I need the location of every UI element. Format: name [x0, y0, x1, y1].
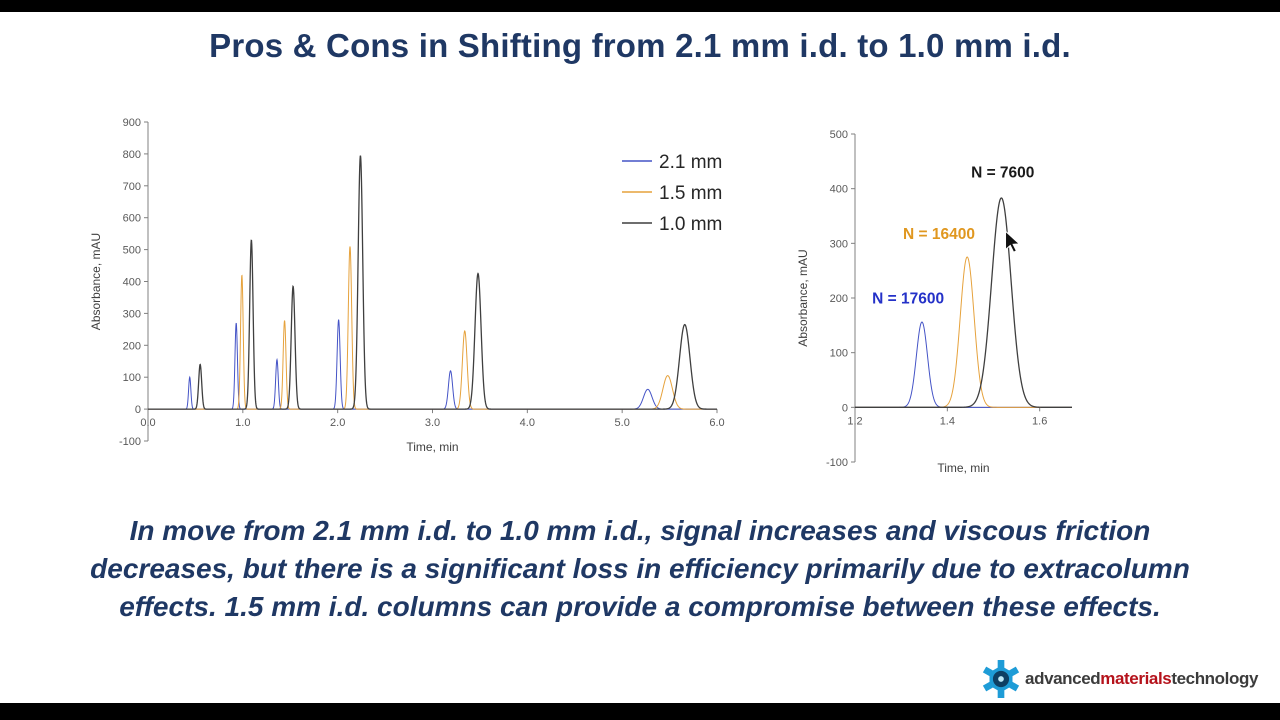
svg-text:1.4: 1.4	[940, 415, 955, 427]
gear-icon	[982, 660, 1020, 698]
svg-text:400: 400	[123, 277, 141, 289]
trace-1-5-mm	[855, 256, 1072, 408]
svg-text:800: 800	[123, 149, 141, 161]
svg-text:1.6: 1.6	[1032, 415, 1047, 427]
svg-text:2.0: 2.0	[330, 417, 345, 429]
svg-text:500: 500	[123, 245, 141, 257]
trace-2-1-mm	[148, 319, 717, 410]
trace-1-0-mm	[148, 155, 717, 410]
svg-text:1.2: 1.2	[847, 415, 862, 427]
svg-text:0: 0	[842, 402, 848, 414]
slide-title: Pros & Cons in Shifting from 2.1 mm i.d.…	[209, 27, 1071, 64]
svg-text:1.0 mm: 1.0 mm	[659, 214, 722, 235]
chromatogram-overview-chart: -100 0 100 200 300 400 500 600 700 800 900 0.0 1.0 2.…	[89, 117, 725, 454]
svg-text:-100: -100	[826, 457, 848, 469]
svg-text:1.5 mm: 1.5 mm	[659, 183, 722, 204]
svg-text:Time, min: Time, min	[406, 440, 458, 454]
svg-text:1.0: 1.0	[235, 417, 250, 429]
trace-2-1-mm	[855, 321, 1072, 408]
svg-text:500: 500	[830, 129, 848, 141]
svg-text:N = 17600: N = 17600	[872, 290, 944, 307]
trace-1-5-mm	[148, 246, 717, 410]
svg-text:4.0: 4.0	[520, 417, 535, 429]
svg-text:300: 300	[830, 238, 848, 250]
letterbox-bottom-bar	[0, 703, 1280, 720]
trace-1-0-mm	[855, 197, 1072, 408]
svg-text:N = 16400: N = 16400	[903, 226, 975, 243]
svg-text:6.0: 6.0	[709, 417, 724, 429]
svg-text:5.0: 5.0	[615, 417, 630, 429]
svg-text:Time, min: Time, min	[937, 461, 989, 475]
logo-wordmark: advancedmaterialstechnology	[1025, 669, 1258, 689]
svg-text:600: 600	[123, 213, 141, 225]
chromatogram-zoom-chart: -100 0 100 200 300 400 500 1.2 1.4 1.6 Time, min Ab…	[796, 129, 1072, 475]
svg-text:0.0: 0.0	[140, 417, 155, 429]
svg-text:-100: -100	[119, 436, 141, 448]
svg-text:N = 7600: N = 7600	[971, 165, 1034, 182]
svg-text:400: 400	[830, 184, 848, 196]
logo-word-advanced: advanced	[1025, 669, 1101, 688]
svg-text:Absorbance, mAU: Absorbance, mAU	[796, 249, 810, 346]
svg-text:100: 100	[123, 372, 141, 384]
svg-text:200: 200	[830, 293, 848, 305]
svg-text:100: 100	[830, 348, 848, 360]
logo-word-materials: materials	[1100, 669, 1172, 688]
svg-text:2.1 mm: 2.1 mm	[659, 152, 722, 173]
mouse-cursor	[1004, 231, 1021, 253]
summary-text: In move from 2.1 mm i.d. to 1.0 mm i.d.,…	[90, 515, 1190, 623]
svg-text:3.0: 3.0	[425, 417, 440, 429]
letterbox-top-bar	[0, 0, 1280, 12]
logo-word-technology: technology	[1171, 669, 1258, 688]
svg-text:300: 300	[123, 308, 141, 320]
svg-text:700: 700	[123, 181, 141, 193]
svg-text:Absorbance, mAU: Absorbance, mAU	[89, 233, 103, 330]
svg-text:200: 200	[123, 340, 141, 352]
svg-text:0: 0	[135, 404, 141, 416]
svg-text:900: 900	[123, 117, 141, 129]
company-logo: advancedmaterialstechnology	[982, 660, 1258, 698]
